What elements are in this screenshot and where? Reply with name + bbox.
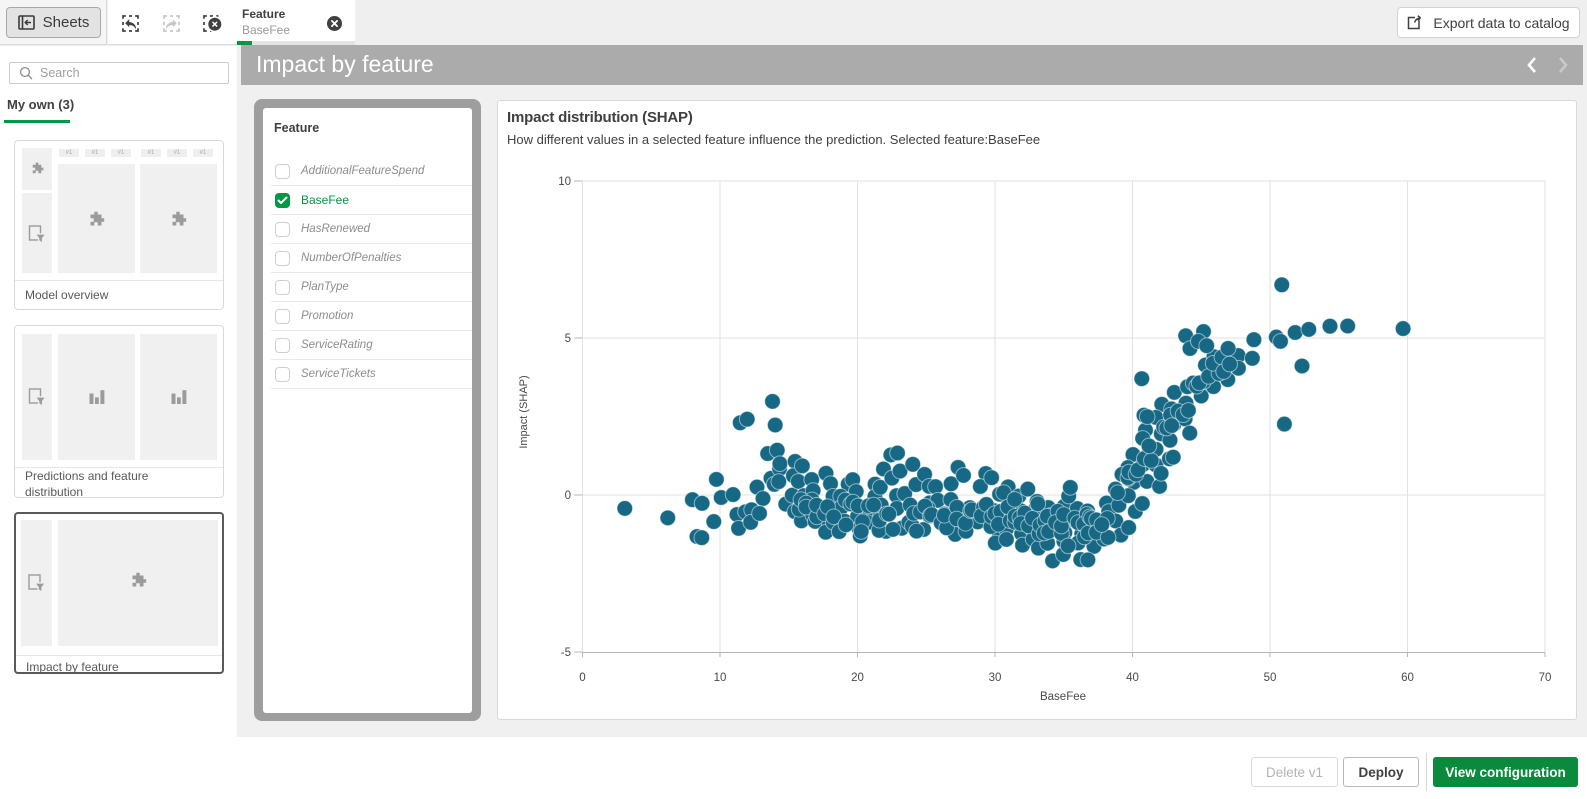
svg-text:BaseFee: BaseFee [1040, 691, 1086, 703]
svg-text:10: 10 [558, 176, 571, 188]
svg-text:0: 0 [579, 672, 585, 684]
svg-text:30: 30 [989, 672, 1002, 684]
svg-text:5: 5 [565, 333, 571, 345]
svg-text:40: 40 [1126, 672, 1139, 684]
svg-text:20: 20 [851, 672, 864, 684]
svg-text:Impact (SHAP): Impact (SHAP) [518, 375, 530, 448]
svg-text:0: 0 [565, 490, 571, 502]
svg-text:60: 60 [1401, 672, 1414, 684]
svg-text:10: 10 [714, 672, 727, 684]
svg-text:50: 50 [1264, 672, 1277, 684]
svg-text:70: 70 [1539, 672, 1552, 684]
svg-text:-5: -5 [561, 647, 571, 659]
